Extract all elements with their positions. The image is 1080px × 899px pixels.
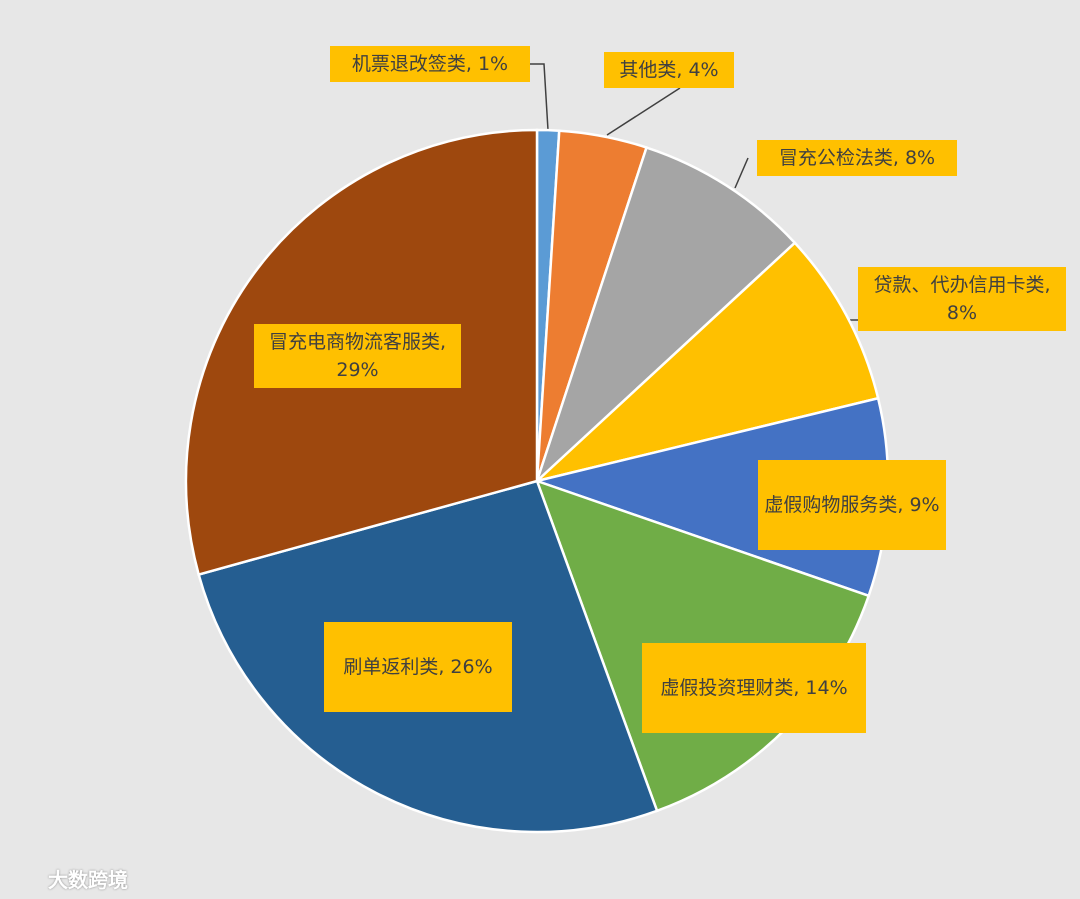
category-label: 机票退改签类, — [351, 53, 472, 75]
category-label: 其他类, — [619, 59, 683, 81]
value-label: 1% — [477, 53, 509, 75]
watermark: 大数跨境 — [48, 868, 128, 892]
value-label: 4% — [688, 59, 719, 81]
value-label: 14% — [805, 677, 848, 699]
value-label: 8% — [904, 147, 936, 169]
label-text: 贷款、代办信用卡类, 8% — [864, 271, 1060, 327]
data-label: 虚假投资理财类, 14% — [642, 643, 866, 733]
category-label: 虚假投资理财类, — [660, 677, 800, 699]
pie-slice — [532, 241, 880, 484]
label-text: 其他类, 4% — [619, 56, 718, 84]
pie-slice — [534, 145, 797, 486]
data-label: 冒充公检法类, 8% — [757, 140, 957, 176]
label-text: 虚假购物服务类, 9% — [764, 491, 939, 519]
leader-line — [734, 157, 749, 189]
value-label: 8% — [946, 302, 978, 324]
leader-line — [530, 63, 549, 131]
data-label: 其他类, 4% — [604, 52, 734, 88]
category-label: 贷款、代办信用卡类, — [873, 274, 1051, 296]
data-label: 贷款、代办信用卡类, 8% — [858, 267, 1066, 331]
label-text: 冒充公检法类, 8% — [779, 144, 935, 172]
data-label: 冒充电商物流客服类, 29% — [254, 324, 461, 388]
value-label: 9% — [909, 494, 940, 516]
leader-line — [606, 87, 681, 136]
category-label: 刷单返利类, — [343, 656, 445, 678]
category-label: 冒充公检法类, — [778, 147, 899, 169]
value-label: 29% — [336, 359, 379, 381]
data-label: 虚假购物服务类, 9% — [758, 460, 946, 550]
label-text: 冒充电商物流客服类, 29% — [260, 328, 455, 384]
category-label: 虚假购物服务类, — [764, 494, 904, 516]
label-text: 刷单返利类, 26% — [343, 653, 492, 681]
category-label: 冒充电商物流客服类, — [268, 331, 447, 353]
value-label: 26% — [450, 656, 493, 678]
data-label: 机票退改签类, 1% — [330, 46, 530, 82]
label-text: 机票退改签类, 1% — [352, 50, 508, 78]
data-label: 刷单返利类, 26% — [324, 622, 512, 712]
label-text: 虚假投资理财类, 14% — [660, 674, 847, 702]
